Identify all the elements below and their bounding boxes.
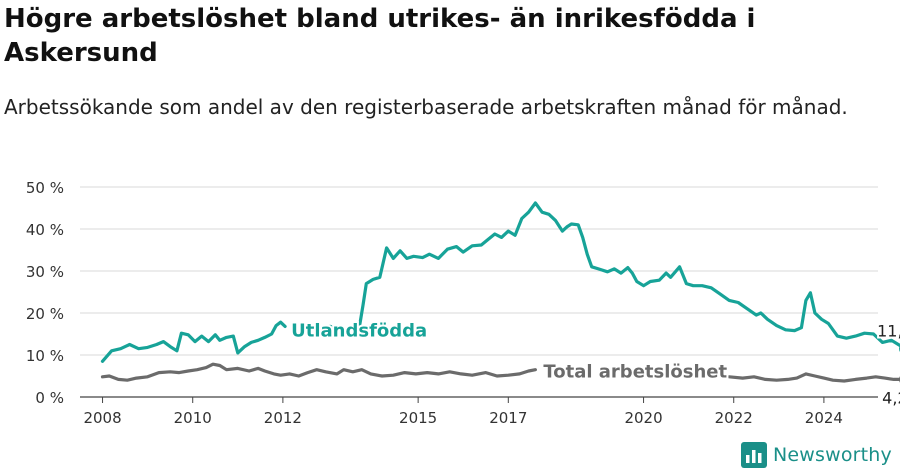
chart-subtitle: Arbetssökande som andel av den registerb… <box>4 95 848 119</box>
series-line-total <box>100 362 537 382</box>
x-tick-label: 2017 <box>489 409 527 427</box>
end-value-label-total: 4,2 % <box>882 388 900 407</box>
x-tick-label: 2020 <box>624 409 662 427</box>
y-tick-label: 20 % <box>26 305 64 323</box>
brand: Newsworthy <box>740 440 892 470</box>
series-line-utlandsfodda <box>357 201 900 348</box>
y-tick-label: 30 % <box>26 263 64 281</box>
series-line-utlandsfodda <box>100 320 287 363</box>
x-tick-label: 2022 <box>715 409 753 427</box>
y-tick-label: 40 % <box>26 221 64 239</box>
y-tick-label: 50 % <box>26 179 64 197</box>
y-tick-label: 10 % <box>26 347 64 365</box>
series-line-utlandsfodda <box>328 324 341 331</box>
x-tick-label: 2024 <box>805 409 843 427</box>
chart-title: Högre arbetslöshet bland utrikes- än inr… <box>4 4 756 68</box>
brand-name: Newsworthy <box>772 444 892 466</box>
series-line-total <box>727 372 900 383</box>
end-value-label-utlandsfodda: 11,5 % <box>877 322 900 341</box>
x-tick-label: 2015 <box>399 409 437 427</box>
series-label-total: Total arbetslöshet <box>543 362 727 383</box>
newsworthy-logo-icon <box>740 442 767 468</box>
series-label-utlandsfodda: Utlandsfödda <box>291 320 427 341</box>
series-line-utlandsfodda <box>315 328 328 336</box>
x-tick-label: 2010 <box>174 409 212 427</box>
y-tick-label: 0 % <box>35 389 64 407</box>
x-tick-label: 2012 <box>264 409 302 427</box>
x-tick-label: 2008 <box>83 409 121 427</box>
